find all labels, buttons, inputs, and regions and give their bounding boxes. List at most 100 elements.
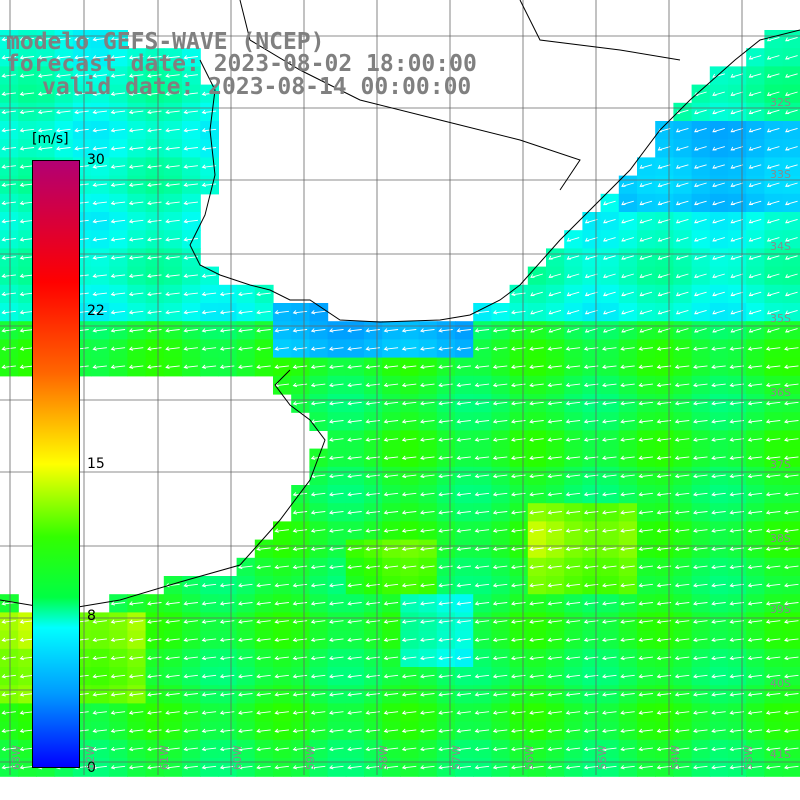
wind-arrow [74, 128, 89, 133]
wind-arrow [711, 419, 726, 424]
wind-arrow [438, 546, 453, 551]
wind-arrow [147, 328, 162, 333]
wind-arrow [56, 55, 71, 60]
wind-arrow [638, 546, 653, 551]
lon-label-63w: 63W [10, 745, 23, 770]
wind-arrow [711, 382, 726, 388]
wind-arrow [621, 309, 634, 315]
wind-arrow [711, 401, 726, 406]
wind-arrow [165, 619, 180, 624]
wind-arrow [474, 601, 490, 606]
wind-arrow [147, 346, 162, 351]
wind-arrow [19, 219, 35, 224]
wind-arrow [566, 237, 580, 242]
wind-arrow [674, 528, 690, 533]
wind-arrow [165, 346, 180, 351]
wind-arrow [365, 655, 380, 661]
wind-arrow [19, 710, 35, 715]
wind-arrow [602, 710, 617, 715]
wind-arrow [183, 692, 198, 697]
wind-arrow [711, 746, 726, 752]
wind-arrow [183, 55, 198, 60]
wind-arrow [765, 655, 781, 661]
wind-arrow [784, 346, 799, 351]
wind-arrow [638, 601, 653, 606]
wind-arrow [110, 728, 126, 733]
wind-arrow [547, 419, 562, 424]
wind-arrow [147, 91, 162, 96]
wind-arrow [147, 146, 162, 151]
wind-arrow [183, 182, 198, 187]
wind-arrow [19, 273, 35, 278]
wind-arrow [147, 109, 162, 115]
wind-arrow [201, 728, 217, 733]
wind-arrow [694, 200, 707, 206]
wind-arrow [238, 710, 253, 715]
wind-arrow [438, 401, 453, 406]
wind-arrow [547, 510, 562, 515]
wind-arrow [693, 419, 708, 424]
wind-arrow [274, 710, 289, 715]
wind-arrow [603, 291, 616, 297]
wind-arrow [492, 364, 508, 369]
coastline-north [189, 29, 800, 323]
wind-arrow [238, 619, 253, 624]
wind-arrow [365, 401, 380, 406]
wind-arrow [492, 674, 508, 679]
wind-arrow [675, 182, 689, 187]
wind-arrow [712, 291, 725, 297]
wind-arrow [329, 746, 344, 752]
wind-arrow [639, 309, 653, 315]
wind-arrow [420, 583, 435, 588]
wind-arrow [292, 328, 308, 333]
wind-arrow [674, 419, 690, 424]
wind-arrow [329, 382, 344, 388]
wind-arrow [383, 364, 399, 369]
wind-arrow [565, 692, 581, 697]
wind-arrow [128, 692, 144, 697]
wind-arrow [401, 492, 417, 497]
wind-arrow [693, 655, 708, 661]
wind-arrow [329, 364, 344, 369]
wind-arrow [529, 655, 544, 661]
wind-arrow [1, 310, 16, 315]
wind-arrow [456, 674, 471, 679]
wind-arrow [784, 419, 799, 424]
wind-arrow [310, 528, 326, 533]
wind-arrow [110, 164, 126, 169]
wind-arrow [1, 255, 16, 260]
wind-arrow [292, 346, 308, 351]
wind-arrow [712, 127, 725, 133]
wind-arrow [292, 655, 308, 661]
wind-arrow [1, 273, 16, 278]
wind-arrow [456, 510, 471, 515]
wind-arrow [712, 146, 725, 151]
wind-arrow [438, 637, 453, 642]
wind-arrow [256, 674, 271, 679]
wind-arrow [765, 419, 781, 424]
wind-arrow [274, 346, 289, 351]
wind-arrow [219, 655, 235, 661]
wind-arrow [547, 473, 562, 479]
wind-arrow [693, 401, 708, 406]
wind-arrow [711, 364, 726, 369]
wind-arrow [183, 146, 198, 151]
wind-arrow [365, 546, 380, 551]
wind-arrow [128, 182, 144, 187]
wind-arrow [383, 528, 399, 533]
lat-label-37s: 37S [770, 458, 791, 471]
wind-arrow [183, 601, 198, 606]
wind-arrow [694, 328, 707, 333]
wind-arrow [694, 237, 707, 242]
wind-arrow [529, 364, 544, 369]
wind-arrow [748, 109, 762, 115]
wind-arrow [365, 364, 380, 369]
wind-arrow [711, 655, 726, 661]
wind-arrow [638, 528, 653, 533]
wind-arrow [602, 510, 617, 515]
wind-arrow [474, 546, 490, 551]
wind-arrow [620, 710, 635, 715]
wind-arrow [219, 765, 235, 770]
wind-arrow [19, 200, 35, 206]
wind-arrow [766, 218, 780, 224]
